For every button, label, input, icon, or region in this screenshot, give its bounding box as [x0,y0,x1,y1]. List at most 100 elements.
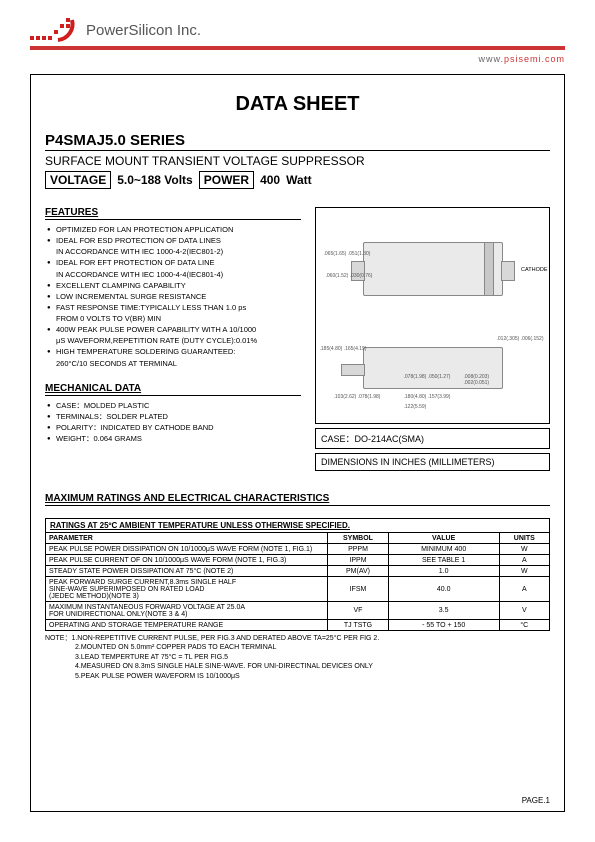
feature-item: 400W PEAK PULSE POWER CAPABILITY WITH A … [47,325,301,335]
doc-title: DATA SHEET [45,93,550,116]
left-column: FEATURES OPTIMIZED FOR LAN PROTECTION AP… [45,207,301,471]
ratings-condition: RATINGS AT 25ºC AMBIENT TEMPERATURE UNLE… [46,519,550,533]
dim-d: .185(4.80) .165(4.19) [320,346,367,352]
case-label: CASE：DO-214AC(SMA) [315,428,550,449]
right-column: CATHODE .065(1.65) .051(1.30) .060(1.52)… [315,207,550,471]
package-top-view: CATHODE .065(1.65) .051(1.30) .060(1.52)… [363,242,503,296]
mechanical-item: WEIGHT：0.064 GRAMS [47,434,301,444]
dim-e: .103(2.62) .078(1.98) [334,394,381,400]
ratings-table: RATINGS AT 25ºC AMBIENT TEMPERATURE UNLE… [45,518,550,631]
package-side-view: .185(4.80) .165(4.19) .012(.305) .006(.1… [363,347,503,389]
dim-i: .122(5.59) [404,404,427,410]
voltage-label: VOLTAGE [45,171,111,189]
mechanical-item: CASE：MOLDED PLASTIC [47,401,301,411]
table-cell: SEE TABLE 1 [388,555,499,566]
mechanical-item: TERMINALS：SOLDER PLATED [47,412,301,422]
content-frame: DATA SHEET P4SMAJ5.0 SERIES SURFACE MOUN… [30,74,565,812]
table-cell: MINIMUM 400 [388,544,499,555]
table-row: OPERATING AND STORAGE TEMPERATURE RANGET… [46,620,550,631]
dim-a: .065(1.65) .051(1.30) [324,251,371,257]
note-line: 2.MOUNTED ON 5.0mm² COPPER PADS TO EACH … [45,643,550,652]
dim-b: .060(1.52) .030(0.76) [326,273,373,279]
table-row: PEAK FORWARD SURGE CURRENT,8.3ms SINGLE … [46,577,550,602]
col-parameter: PARAMETER [46,533,328,544]
url-domain: psisemi.com [504,54,565,64]
note-line: NOTE：1.NON-REPETITIVE CURRENT PULSE, PER… [45,634,550,643]
table-cell: W [499,544,549,555]
dim-g: .008(0.203) .002(0.051) [464,374,502,386]
dim-h: .180(4.80) .157(3.99) [404,394,451,400]
feature-item: HIGH TEMPERATURE SOLDERING GUARANTEED: [47,347,301,357]
feature-item: IN ACCORDANCE WITH IEC 1000-4-4(IEC801-4… [47,270,301,280]
table-cell: V [499,602,549,620]
max-ratings-heading: MAXIMUM RATINGS AND ELECTRICAL CHARACTER… [45,493,550,506]
table-cell: IFSM [328,577,388,602]
table-cell: A [499,555,549,566]
notes-block: NOTE：1.NON-REPETITIVE CURRENT PULSE, PER… [45,634,550,681]
dimensions-label: DIMENSIONS IN INCHES (MILLIMETERS) [315,453,550,471]
table-cell: IPPM [328,555,388,566]
feature-item: OPTIMIZED FOR LAN PROTECTION APPLICATION [47,225,301,235]
company-name: PowerSilicon Inc. [86,22,201,39]
feature-item: LOW INCREMENTAL SURGE RESISTANCE [47,292,301,302]
power-value: 400 [260,173,280,187]
cathode-label: CATHODE [521,267,547,273]
cathode-band [484,243,494,295]
table-cell: OPERATING AND STORAGE TEMPERATURE RANGE [46,620,328,631]
features-list: OPTIMIZED FOR LAN PROTECTION APPLICATION… [45,225,301,369]
mechanical-list: CASE：MOLDED PLASTICTERMINALS：SOLDER PLAT… [45,401,301,445]
feature-item: IDEAL FOR ESD PROTECTION OF DATA LINES [47,236,301,246]
table-cell: PM(AV) [328,566,388,577]
table-cell: PEAK PULSE CURRENT OF ON 10/1000μS WAVE … [46,555,328,566]
table-cell: - 55 TO + 150 [388,620,499,631]
feature-item: IN ACCORDANCE WITH IEC 1000-4-2(IEC801-2… [47,247,301,257]
page-number: PAGE.1 [522,796,550,805]
dim-f: .078(1.98) .050(1.27) [404,374,451,380]
table-cell: PPPM [328,544,388,555]
table-cell: VF [328,602,388,620]
mechanical-item: POLARITY：INDICATED BY CATHODE BAND [47,423,301,433]
table-cell: °C [499,620,549,631]
power-unit: Watt [286,173,312,187]
table-row: STEADY STATE POWER DISSIPATION AT 75°C (… [46,566,550,577]
logo-icon [30,18,80,42]
table-cell: 3.5 [388,602,499,620]
col-symbol: SYMBOL [328,533,388,544]
company-url: www.psisemi.com [0,50,595,64]
feature-item: IDEAL FOR EFT PROTECTION OF DATA LINE [47,258,301,268]
table-cell: A [499,577,549,602]
mechanical-heading: MECHANICAL DATA [45,383,301,396]
table-row: MAXIMUM INSTANTANEOUS FORWARD VOLTAGE AT… [46,602,550,620]
feature-item: FAST RESPONSE TIME:TYPICALLY LESS THAN 1… [47,303,301,313]
subtitle: SURFACE MOUNT TRANSIENT VOLTAGE SUPPRESS… [45,154,550,168]
ratings-header-row: PARAMETER SYMBOL VALUE UNITS [46,533,550,544]
url-prefix: www. [478,54,504,64]
table-row: PEAK PULSE POWER DISSIPATION ON 10/1000μ… [46,544,550,555]
feature-item: 260°C/10 SECONDS AT TERMINAL [47,359,301,369]
power-label: POWER [199,171,254,189]
note-line: 3.LEAD TEMPERTURE AT 75°C = TL PER FIG.5 [45,653,550,662]
table-cell: 1.0 [388,566,499,577]
feature-item: μS WAVEFORM,REPETITION RATE (DUTY CYCLE)… [47,336,301,346]
table-cell: W [499,566,549,577]
rating-line: VOLTAGE 5.0~188 Volts POWER 400 Watt [45,171,550,189]
col-value: VALUE [388,533,499,544]
page-header: PowerSilicon Inc. [0,0,595,46]
features-heading: FEATURES [45,207,301,220]
note-line: 4.MEASURED ON 8.3mS SINGLE HALE SINE-WAV… [45,662,550,671]
table-cell: STEADY STATE POWER DISSIPATION AT 75°C (… [46,566,328,577]
feature-item: FROM 0 VOLTS TO V(BR) MIN [47,314,301,324]
package-diagram: CATHODE .065(1.65) .051(1.30) .060(1.52)… [315,207,550,424]
table-cell: MAXIMUM INSTANTANEOUS FORWARD VOLTAGE AT… [46,602,328,620]
table-cell: PEAK FORWARD SURGE CURRENT,8.3ms SINGLE … [46,577,328,602]
table-cell: PEAK PULSE POWER DISSIPATION ON 10/1000μ… [46,544,328,555]
table-row: PEAK PULSE CURRENT OF ON 10/1000μS WAVE … [46,555,550,566]
series-title: P4SMAJ5.0 SERIES [45,132,550,151]
voltage-value: 5.0~188 Volts [117,173,193,187]
table-cell: TJ TSTG [328,620,388,631]
feature-item: EXCELLENT CLAMPING CAPABILITY [47,281,301,291]
col-units: UNITS [499,533,549,544]
dim-c: .012(.305) .006(.152) [497,336,544,342]
note-line: 5.PEAK PULSE POWER WAVEFORM IS 10/1000μS [45,672,550,681]
table-cell: 40.0 [388,577,499,602]
